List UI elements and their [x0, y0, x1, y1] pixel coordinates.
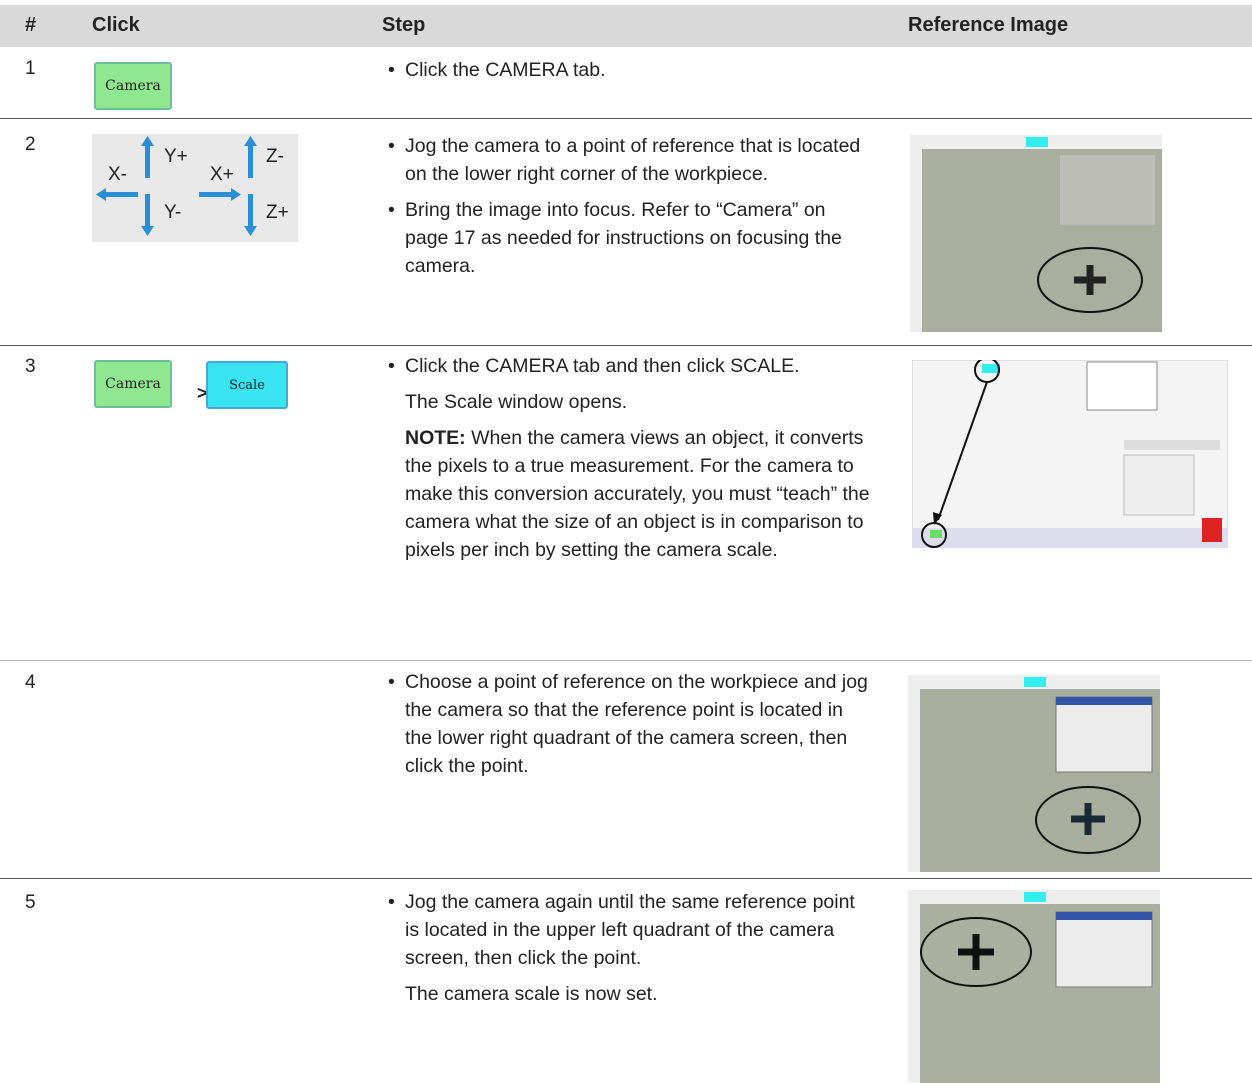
note-text: When the camera views an object, it conv… — [405, 427, 870, 561]
note: NOTE: When the camera views an object, i… — [382, 424, 872, 564]
reference-image — [912, 360, 1228, 548]
row-rule — [0, 118, 1252, 119]
bullet: Click the CAMERA tab. — [382, 56, 872, 84]
row-number: 2 — [25, 134, 36, 155]
row-rule — [0, 345, 1252, 346]
jog-label: X+ — [210, 164, 234, 185]
header: Click — [92, 14, 140, 36]
paragraph: The camera scale is now set. — [405, 983, 658, 1005]
row-rule — [0, 660, 1252, 661]
step: Jog the camera again until the same refe… — [382, 888, 872, 1016]
camera-button: Camera — [94, 62, 172, 110]
jog-label: Z+ — [266, 202, 289, 223]
step: Choose a point of reference on the workp… — [382, 668, 872, 788]
header: Reference Image — [908, 14, 1069, 36]
reference-image — [908, 890, 1160, 1083]
jog-label: Y+ — [164, 146, 188, 167]
row-number: 4 — [25, 672, 36, 693]
row-number: 1 — [25, 58, 36, 79]
step: Jog the camera to a point of reference t… — [382, 132, 872, 288]
scale-button: Scale — [206, 361, 288, 409]
bullet: Jog the camera again until the same refe… — [382, 888, 872, 972]
paragraph: The Scale window opens. — [405, 391, 628, 413]
jog-label: X- — [108, 164, 127, 185]
camera-button: Camera — [94, 360, 172, 408]
bullet: Jog the camera to a point of reference t… — [382, 132, 872, 188]
jog-arrows — [96, 136, 257, 236]
header-band — [0, 5, 1252, 47]
bullet: Choose a point of reference on the workp… — [382, 668, 872, 780]
header: # — [25, 14, 37, 36]
row-number: 3 — [25, 356, 36, 377]
bullet: Click the CAMERA tab and then click SCAL… — [382, 352, 872, 380]
jog-panel — [92, 134, 298, 242]
note-label: NOTE: — [405, 427, 466, 449]
row-rule — [0, 878, 1252, 879]
bullet: Bring the image into focus. Refer to “Ca… — [382, 196, 872, 280]
step: Click the CAMERA tab. — [382, 56, 872, 92]
reference-image — [908, 675, 1160, 872]
separator: > — [197, 383, 208, 403]
reference-image — [910, 135, 1162, 332]
step: Click the CAMERA tab and then click SCAL… — [382, 352, 872, 572]
jog-label: Y- — [164, 202, 182, 223]
header: Step — [382, 14, 426, 36]
row-number: 5 — [25, 892, 36, 913]
jog-label: Z- — [266, 146, 284, 167]
